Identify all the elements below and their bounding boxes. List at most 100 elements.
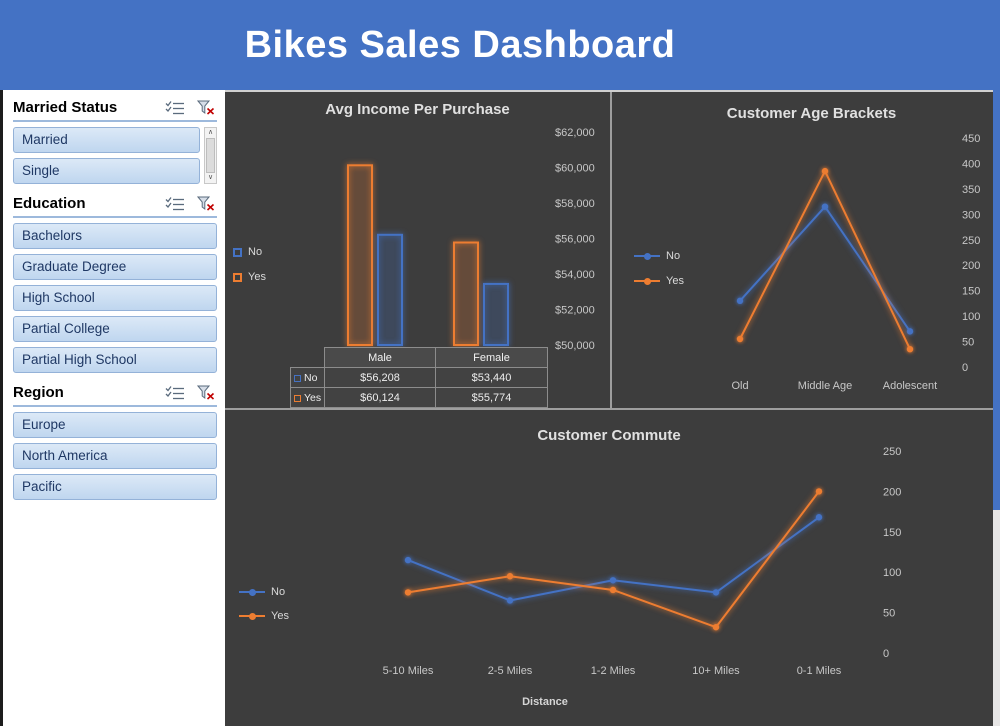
chart-panel-age-brackets: Customer Age Brackets No Yes 450 400 350 300… — [612, 92, 993, 410]
data-point-no — [815, 514, 823, 521]
bar-no-female — [483, 282, 509, 347]
slicer-scroll-thumb[interactable] — [206, 138, 215, 173]
table-cell: $55,774 — [435, 387, 548, 408]
legend-key-line — [239, 612, 265, 620]
scrollbar-thumb[interactable] — [993, 90, 1000, 510]
slicer-item-married[interactable]: Married — [13, 127, 200, 153]
slicer-item-north-america[interactable]: North America — [13, 443, 217, 469]
multi-select-icon[interactable] — [165, 385, 185, 400]
slicer-region: Region Europe North America Pacific — [13, 383, 217, 500]
legend-key-dot — [644, 252, 651, 260]
x-category-label: 2-5 Miles — [488, 665, 533, 677]
slicer-item-bachelors[interactable]: Bachelors — [13, 223, 217, 249]
slicer-title: Education — [13, 195, 86, 212]
slicer-item-partial-college[interactable]: Partial College — [13, 316, 217, 342]
slicer-header: Education — [13, 194, 217, 218]
sidebar: Married Status Married Single ∧ — [0, 90, 225, 726]
legend-item-yes: Yes — [634, 275, 684, 287]
slicer-item-europe[interactable]: Europe — [13, 412, 217, 438]
slicer-scrollbar[interactable]: ∧ ∨ — [204, 127, 217, 184]
slicer-item-graduate-degree[interactable]: Graduate Degree — [13, 254, 217, 280]
multi-select-icon[interactable] — [165, 196, 185, 211]
legend-key-dot — [249, 588, 256, 596]
bar-yes-female — [453, 241, 479, 347]
data-point-yes — [821, 167, 829, 175]
chart-title: Customer Age Brackets — [726, 105, 897, 122]
table-row: No $56,208 $53,440 — [290, 367, 548, 388]
y-tick-label: 50 — [883, 608, 895, 620]
table-row: Yes $60,124 $55,774 — [290, 387, 548, 408]
y-tick-label: $50,000 — [555, 340, 595, 352]
line-chart: 250 200 150 100 50 0 5-10 Miles 2-5 Miles 1-2 Mi… — [383, 446, 902, 708]
table-col-header: Female — [435, 347, 548, 368]
data-point-yes — [736, 335, 744, 343]
slicer-header: Married Status — [13, 98, 217, 122]
multi-select-icon[interactable] — [165, 100, 185, 115]
y-tick-label: $60,000 — [555, 163, 595, 175]
legend-key-line — [634, 252, 660, 260]
slicer-icons — [165, 100, 217, 115]
slicer-item-pacific[interactable]: Pacific — [13, 474, 217, 500]
slicer-item-single[interactable]: Single — [13, 158, 200, 184]
vertical-scrollbar[interactable] — [993, 90, 1000, 726]
legend-item-no: No — [239, 586, 289, 598]
charts-area: Avg Income Per Purchase No Yes $62,000 $60… — [225, 90, 993, 726]
slicer-item-list: Bachelors Graduate Degree High School Parti… — [13, 218, 217, 373]
legend-item-no: No — [634, 250, 684, 262]
x-category-label: 10+ Miles — [692, 665, 740, 677]
y-tick-label: 150 — [962, 286, 980, 298]
chart-panel-avg-income: Avg Income Per Purchase No Yes $62,000 $60… — [225, 92, 612, 410]
x-category-label: Old — [731, 380, 748, 392]
legend-key-dot — [644, 277, 651, 285]
legend-label: Yes — [666, 275, 684, 287]
slicer-title: Married Status — [13, 99, 118, 116]
y-tick-label: 250 — [962, 235, 980, 247]
scroll-up-arrow[interactable]: ∧ — [207, 129, 214, 136]
y-tick-label: 450 — [962, 133, 980, 145]
slicer-item-partial-high-school[interactable]: Partial High School — [13, 347, 217, 373]
y-tick-label: 0 — [962, 362, 968, 374]
y-tick-label: $58,000 — [555, 198, 595, 210]
chart-data-table: Male Female No $56,208 $53,440 Yes $60,124 $55,… — [290, 347, 548, 408]
table-row-label: No — [290, 367, 325, 388]
y-tick-label: 400 — [962, 158, 980, 170]
data-point-yes — [712, 623, 720, 631]
chart-legend: No Yes — [239, 586, 289, 622]
dashboard-title: Bikes Sales Dashboard — [244, 24, 676, 66]
x-category-label: Middle Age — [798, 380, 852, 392]
clear-filter-icon[interactable] — [197, 100, 215, 115]
scroll-down-arrow[interactable]: ∨ — [207, 174, 214, 181]
legend-key-line — [634, 277, 660, 285]
legend-item-yes: Yes — [239, 610, 289, 622]
bar-chart: $62,000 $60,000 $58,000 $56,000 $54,000 $52,0… — [347, 127, 595, 352]
legend-label: No — [666, 250, 681, 262]
legend-label: Yes — [271, 610, 289, 622]
data-point-no — [404, 556, 412, 564]
clear-filter-icon[interactable] — [197, 385, 215, 400]
clear-filter-icon[interactable] — [197, 196, 215, 211]
slicer-body: Europe North America Pacific — [13, 407, 217, 500]
slicer-item-high-school[interactable]: High School — [13, 285, 217, 311]
bar-yes-male — [347, 164, 373, 347]
x-category-label: 0-1 Miles — [797, 665, 842, 677]
legend-key-box — [233, 272, 242, 282]
y-tick-label: 250 — [883, 446, 901, 458]
chart-panel-commute: Customer Commute No Yes 250 200 150 100 50 0 5-… — [225, 410, 993, 726]
table-series-key — [294, 394, 301, 402]
slicer-panel: Married Status Married Single ∧ — [13, 98, 217, 500]
legend-key-box — [233, 247, 242, 257]
table-cell: $56,208 — [324, 367, 436, 388]
data-point-no — [906, 328, 914, 335]
legend-label: Yes — [248, 271, 266, 283]
slicer-item-list: Married Single — [13, 122, 200, 184]
y-tick-label: 350 — [962, 184, 980, 196]
data-point-no — [712, 589, 720, 596]
table-cell: $53,440 — [435, 367, 548, 388]
y-tick-label: 50 — [962, 337, 974, 349]
slicer-education: Education Bachelors Graduate Degree High S… — [13, 194, 217, 373]
legend-label: No — [271, 586, 286, 598]
y-tick-label: 0 — [883, 648, 889, 660]
legend-key-line — [239, 588, 265, 596]
x-category-label: 1-2 Miles — [591, 665, 636, 677]
legend-key-dot — [249, 612, 256, 620]
